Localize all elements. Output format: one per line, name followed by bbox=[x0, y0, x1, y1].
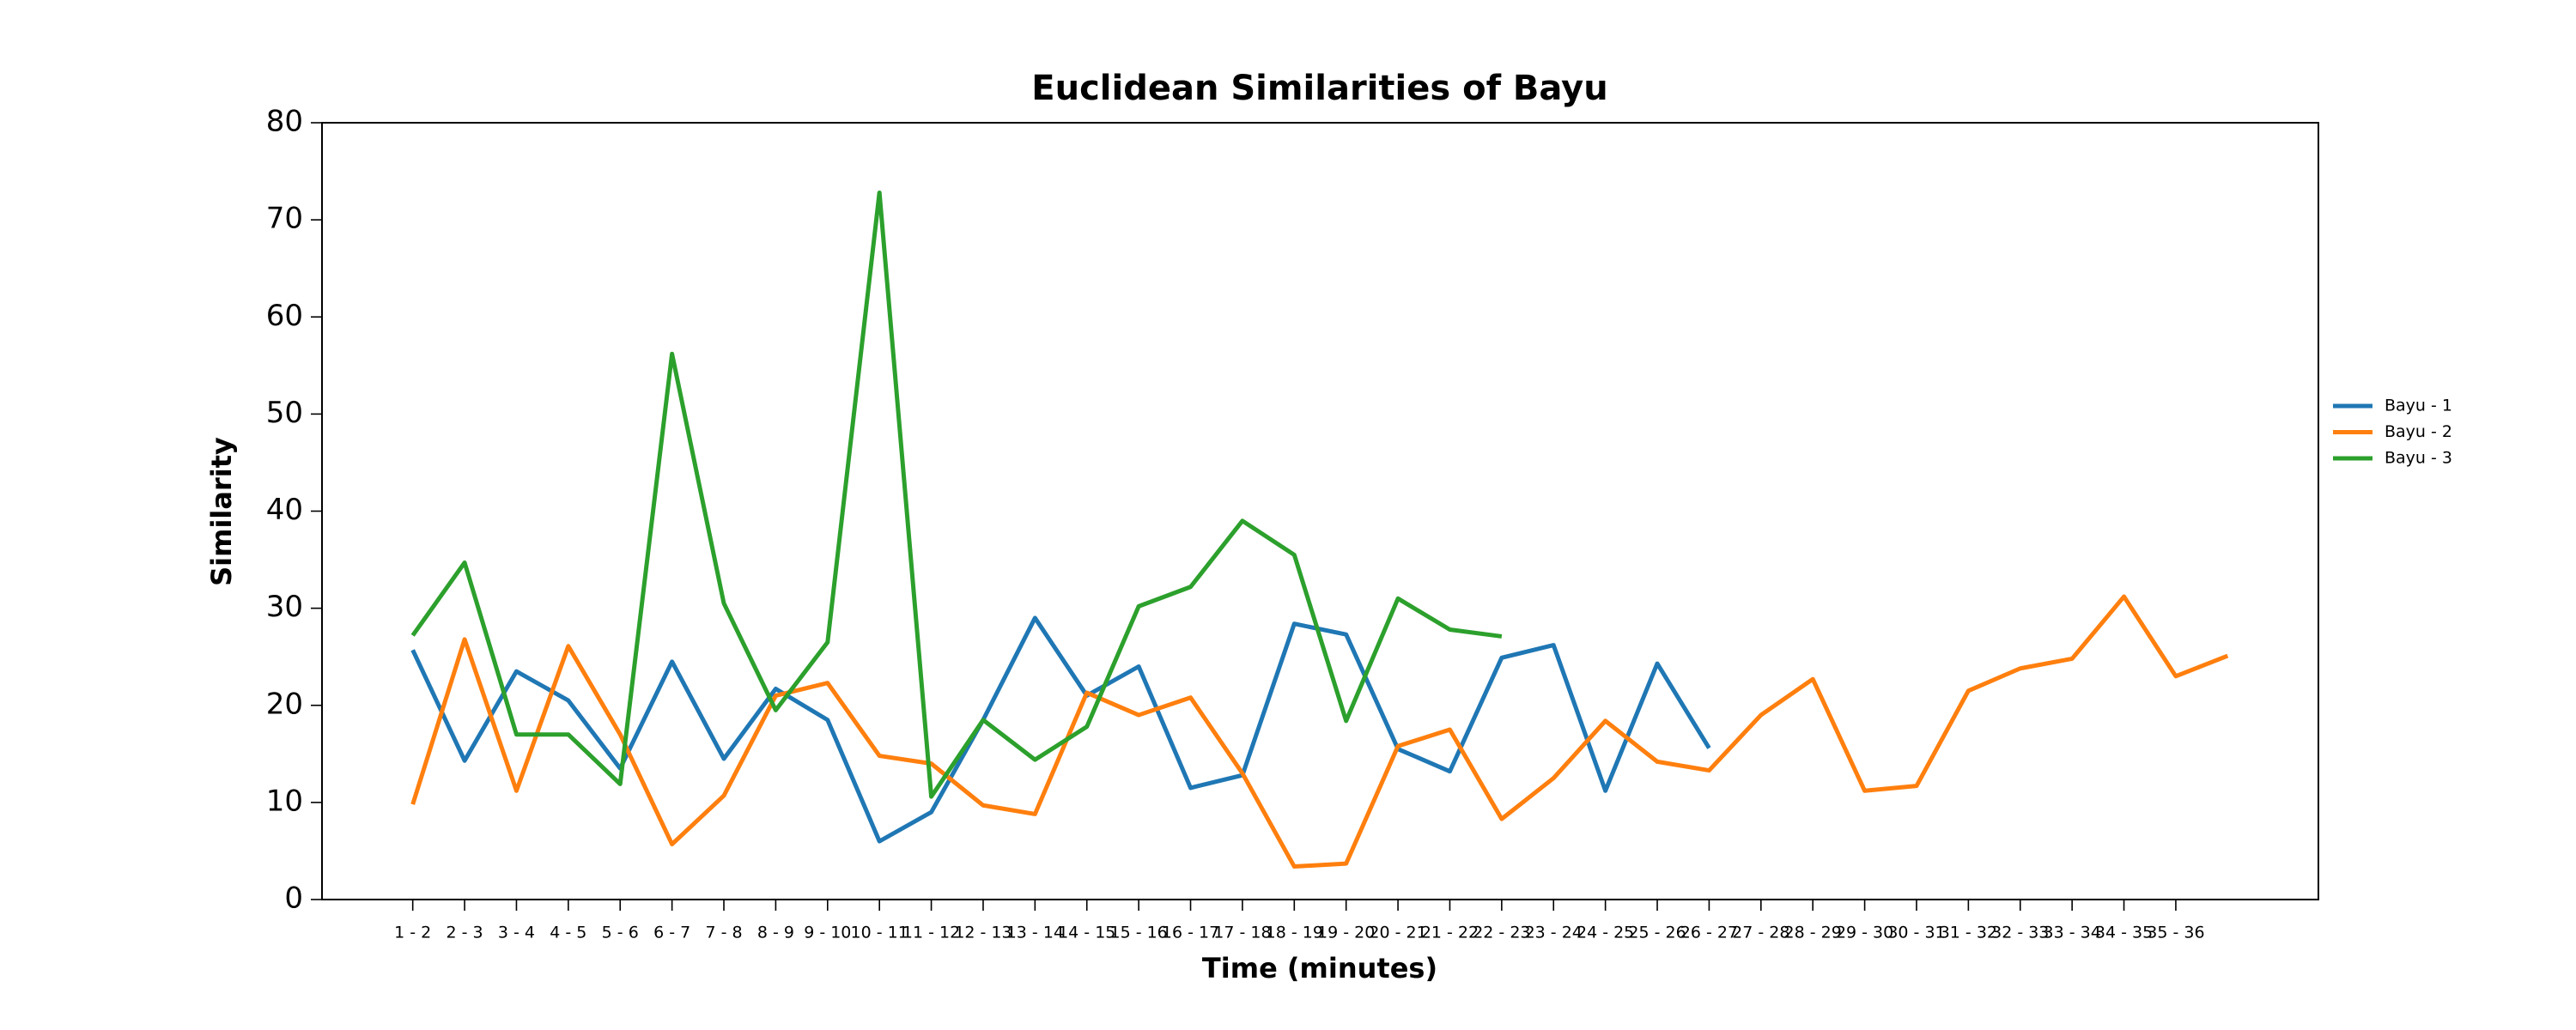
y-tick-label: 60 bbox=[266, 299, 303, 333]
plot-frame bbox=[321, 122, 2319, 900]
legend-label: Bayu - 2 bbox=[2385, 422, 2452, 441]
x-tick-label: 34 - 35 bbox=[2095, 924, 2153, 942]
y-tick-label: 10 bbox=[266, 784, 303, 818]
x-tick-label: 15 - 16 bbox=[1109, 924, 1167, 942]
x-tick-label: 4 - 5 bbox=[550, 924, 586, 942]
series-line bbox=[410, 190, 1503, 799]
chart-title: Euclidean Similarities of Bayu bbox=[1031, 69, 1607, 108]
x-tick-label: 35 - 36 bbox=[2147, 924, 2204, 942]
x-tick-label: 3 - 4 bbox=[498, 924, 535, 942]
x-axis-label: Time (minutes) bbox=[1202, 952, 1437, 985]
x-tick-label: 14 - 15 bbox=[1058, 924, 1115, 942]
legend-label: Bayu - 3 bbox=[2385, 449, 2452, 468]
y-tick-label: 80 bbox=[266, 105, 303, 139]
x-tick-label: 26 - 27 bbox=[1680, 924, 1738, 942]
y-tick-label: 50 bbox=[266, 396, 303, 430]
x-tick-label: 17 - 18 bbox=[1213, 924, 1271, 942]
x-tick-label: 21 - 22 bbox=[1421, 924, 1479, 942]
x-tick-label: 18 - 19 bbox=[1266, 924, 1323, 942]
x-tick-label: 6 - 7 bbox=[653, 924, 690, 942]
x-tick-label: 20 - 21 bbox=[1369, 924, 1426, 942]
x-tick-label: 33 - 34 bbox=[2044, 924, 2101, 942]
x-tick-label: 8 - 9 bbox=[757, 924, 794, 942]
x-tick-label: 19 - 20 bbox=[1317, 924, 1375, 942]
x-tick-label: 1 - 2 bbox=[394, 924, 431, 942]
x-tick-label: 22 - 23 bbox=[1473, 924, 1530, 942]
y-tick-label: 0 bbox=[284, 882, 303, 916]
y-tick-label: 20 bbox=[266, 687, 303, 721]
x-tick-label: 27 - 28 bbox=[1732, 924, 1789, 942]
x-tick-label: 32 - 33 bbox=[1991, 924, 2049, 942]
x-tick-label: 25 - 26 bbox=[1628, 924, 1686, 942]
x-tick-label: 31 - 32 bbox=[1940, 924, 1997, 942]
x-tick-label: 30 - 31 bbox=[1887, 924, 1945, 942]
x-tick-label: 24 - 25 bbox=[1577, 924, 1634, 942]
y-axis-label: Similarity bbox=[205, 437, 238, 586]
y-tick-label: 40 bbox=[266, 493, 303, 527]
x-tick-label: 7 - 8 bbox=[705, 924, 742, 942]
x-tick-label: 10 - 11 bbox=[851, 924, 908, 942]
x-tick-label: 29 - 30 bbox=[1836, 924, 1893, 942]
y-tick-label: 30 bbox=[266, 590, 303, 624]
x-tick-label: 12 - 13 bbox=[954, 924, 1012, 942]
x-tick-label: 16 - 17 bbox=[1162, 924, 1219, 942]
x-tick-label: 23 - 24 bbox=[1525, 924, 1583, 942]
x-tick-label: 28 - 29 bbox=[1784, 924, 1842, 942]
series-line bbox=[410, 594, 2229, 869]
x-tick-label: 5 - 6 bbox=[602, 924, 639, 942]
y-tick-label: 70 bbox=[266, 202, 303, 236]
x-tick-label: 2 - 3 bbox=[447, 924, 483, 942]
x-tick-label: 9 - 10 bbox=[804, 924, 851, 942]
x-tick-label: 13 - 14 bbox=[1006, 924, 1064, 942]
legend-label: Bayu - 1 bbox=[2385, 397, 2452, 415]
x-tick-label: 11 - 12 bbox=[902, 924, 960, 942]
